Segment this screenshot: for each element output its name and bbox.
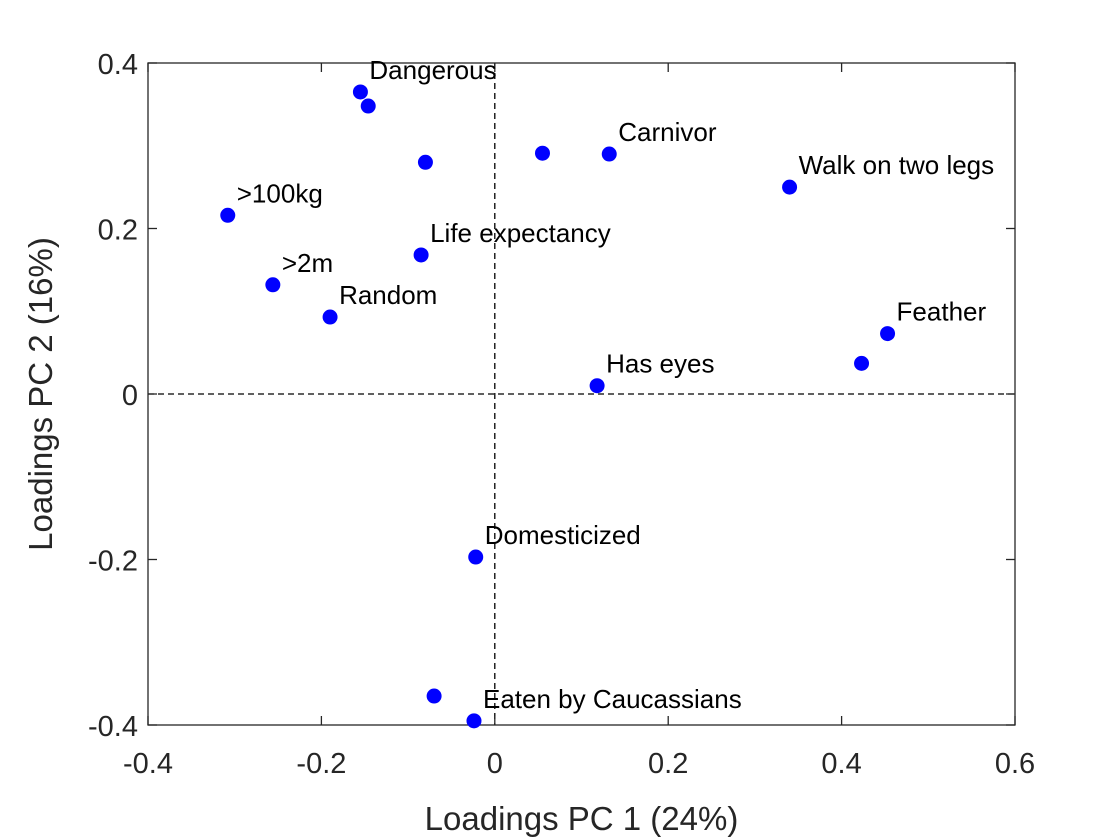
y-tick-label: 0: [122, 380, 138, 412]
y-tick-label: -0.4: [88, 711, 138, 743]
x-tick-label: -0.4: [123, 748, 173, 780]
scatter-point: [360, 98, 376, 114]
scatter-point: [601, 146, 617, 162]
point-label: Random: [339, 280, 437, 310]
x-tick-label: -0.2: [296, 748, 346, 780]
scatter-point: [220, 207, 236, 223]
point-label: Carnivor: [618, 117, 717, 147]
scatter-point: [782, 179, 798, 195]
scatter-point: [426, 688, 442, 704]
data-points: [220, 84, 896, 729]
scatter-point: [352, 84, 368, 100]
scatter-point: [589, 378, 605, 394]
x-axis-ticks: -0.4 -0.2 0 0.2 0.4 0.6: [123, 63, 1035, 780]
y-tick-label: -0.2: [88, 546, 138, 578]
scatter-point: [854, 355, 870, 371]
point-label: >100kg: [237, 178, 323, 208]
point-label: Feather: [897, 297, 987, 327]
scatter-point: [413, 247, 429, 263]
point-label: Life expectancy: [430, 218, 611, 248]
point-label: Walk on two legs: [799, 150, 995, 180]
reference-lines: [148, 63, 1015, 725]
point-label: Dangerous: [369, 55, 496, 85]
point-label: >2m: [282, 248, 333, 278]
scatter-point: [534, 145, 550, 161]
x-tick-label: 0.2: [648, 748, 688, 780]
y-axis-ticks: -0.4 -0.2 0 0.2 0.4: [88, 49, 1015, 743]
x-tick-label: 0.4: [821, 748, 861, 780]
scatter-point: [265, 277, 281, 293]
y-tick-label: 0.4: [98, 49, 138, 81]
x-tick-label: 0: [487, 748, 503, 780]
scatter-point: [466, 713, 482, 729]
scatter-point: [322, 309, 338, 325]
point-label: Domesticized: [485, 520, 641, 550]
y-axis-title: Loadings PC 2 (16%): [22, 237, 59, 551]
scatter-point: [880, 326, 896, 342]
x-tick-label: 0.6: [995, 748, 1035, 780]
x-axis-title: Loadings PC 1 (24%): [425, 800, 739, 837]
point-label: Eaten by Caucassians: [483, 684, 742, 714]
y-tick-label: 0.2: [98, 215, 138, 247]
scatter-point: [417, 154, 433, 170]
point-label: Has eyes: [606, 349, 714, 379]
point-labels: Dangerous Carnivor Walk on two legs >100kg L…: [237, 55, 994, 714]
scatter-point: [468, 549, 484, 565]
